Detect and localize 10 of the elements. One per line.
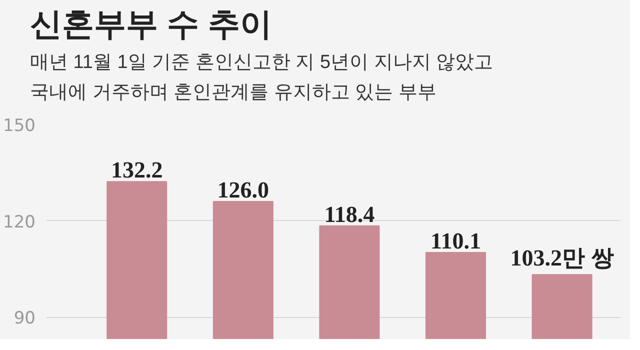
y-tick-label: 150 <box>3 116 36 136</box>
y-tick-label: 90 <box>14 308 36 329</box>
data-label: 110.1 <box>430 228 481 254</box>
data-label: 118.4 <box>324 202 376 227</box>
data-label: 103.2만 쌍 <box>510 246 614 271</box>
data-label: 132.2 <box>110 158 163 183</box>
data-label: 126.0 <box>217 178 270 203</box>
chart-subtitle: 매년 11월 1일 기준 혼인신고한 지 5년이 지나지 않았고 국내에 거주하며 혼인관계를 유지하고 있는 부부 <box>30 51 494 105</box>
chart-title: 신혼부부 수 추이 <box>30 5 272 44</box>
y-tick-label: 120 <box>3 212 36 232</box>
